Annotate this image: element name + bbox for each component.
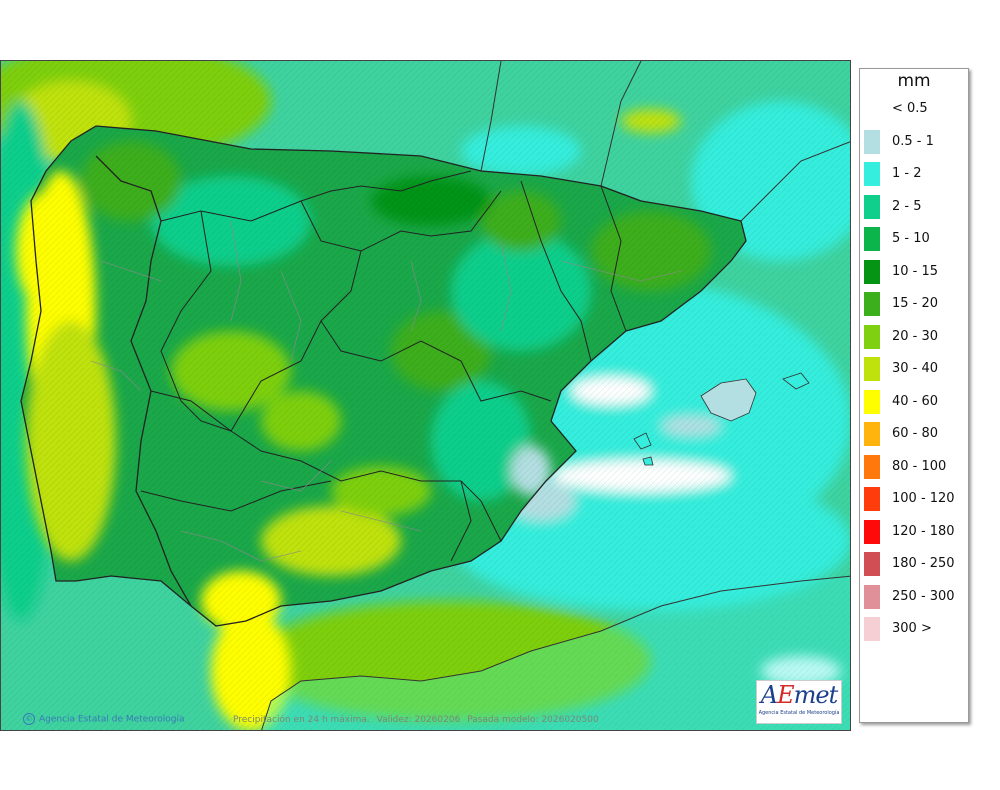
legend-swatch [864,389,880,414]
legend-label: 40 - 60 [892,393,939,409]
map-canvas [1,61,850,730]
agency-credit: © Agencia Estatal de Meteorología [23,713,185,725]
legend-label: 180 - 250 [892,556,955,571]
legend-entry: 1 - 2 [864,162,968,186]
legend-entry: 80 - 100 [864,454,968,479]
legend-label: 5 - 10 [892,231,930,246]
legend-swatch [864,519,880,544]
legend-entry: 15 - 20 [864,292,968,316]
legend-entry: 2 - 5 [864,194,968,219]
legend-swatch [864,487,880,511]
legend-label: 100 - 120 [892,491,955,506]
legend-swatch [864,97,880,121]
legend-label: 60 - 80 [892,426,939,441]
legend-swatch [864,194,880,219]
legend-label: 30 - 40 [892,361,939,376]
legend-swatch [864,454,880,479]
north-africa [261,576,850,730]
copyright-icon: © [23,713,35,725]
caption-validity: Validez: 20260206 [376,715,461,725]
province-borders [90,220,682,562]
legend-entry: 300 > [864,617,968,641]
credit-text: Agencia Estatal de Meteorología [39,714,185,725]
legend-swatch [864,259,880,284]
aemet-logo: AEmet Agencia Estatal de Meteorología [756,680,842,724]
legend-label: 120 - 180 [892,523,955,539]
caption-model-run: Pasada modelo: 2026020500 [467,715,599,725]
legend-swatch [864,584,880,609]
legend-entry: 10 - 15 [864,259,968,284]
legend-unit: mm [897,71,931,91]
legend-label: 250 - 300 [892,588,955,604]
legend-swatch [864,162,880,186]
legend-label: 80 - 100 [892,458,947,474]
legend-entry: 180 - 250 [864,552,968,576]
balearic-islands [633,372,810,466]
legend-entry: 5 - 10 [864,227,968,251]
legend-entry: 20 - 30 [864,324,968,349]
legend-swatch [864,422,880,446]
legend-label: 2 - 5 [892,198,922,214]
legend-entry: 30 - 40 [864,357,968,381]
legend-swatch [864,227,880,251]
precipitation-map: © Agencia Estatal de Meteorología Precipi… [0,60,851,731]
legend-label: 0.5 - 1 [892,133,934,149]
legend-entry: 40 - 60 [864,389,968,414]
legend-swatch [864,357,880,381]
caption-title: Precipitación en 24 h máxima. [233,715,370,725]
legend-label: 20 - 30 [892,328,939,344]
legend-entry: 120 - 180 [864,519,968,544]
legend-entry: 100 - 120 [864,487,968,511]
legend-swatch [864,292,880,316]
legend-entry: 0.5 - 1 [864,129,968,154]
france-border [480,61,850,222]
legend-label: 300 > [892,621,932,636]
region-borders [140,170,627,562]
legend-swatch [864,129,880,154]
legend-label: 10 - 15 [892,263,939,279]
legend-swatch [864,324,880,349]
legend-entry: < 0.5 [864,97,968,121]
legend-entry: 250 - 300 [864,584,968,609]
map-caption: Precipitación en 24 h máxima. Validez: 2… [233,715,603,725]
color-legend: mm < 0.5 0.5 - 1 1 - 2 2 - 5 5 - 10 10 - 15 15… [859,68,969,723]
legend-label: 1 - 2 [892,166,922,181]
legend-label: < 0.5 [892,101,928,116]
legend-swatch [864,552,880,576]
legend-swatch [864,617,880,641]
legend-label: 15 - 20 [892,296,939,311]
portugal-border [95,155,192,607]
legend-entry: 60 - 80 [864,422,968,446]
coastline [20,125,747,627]
